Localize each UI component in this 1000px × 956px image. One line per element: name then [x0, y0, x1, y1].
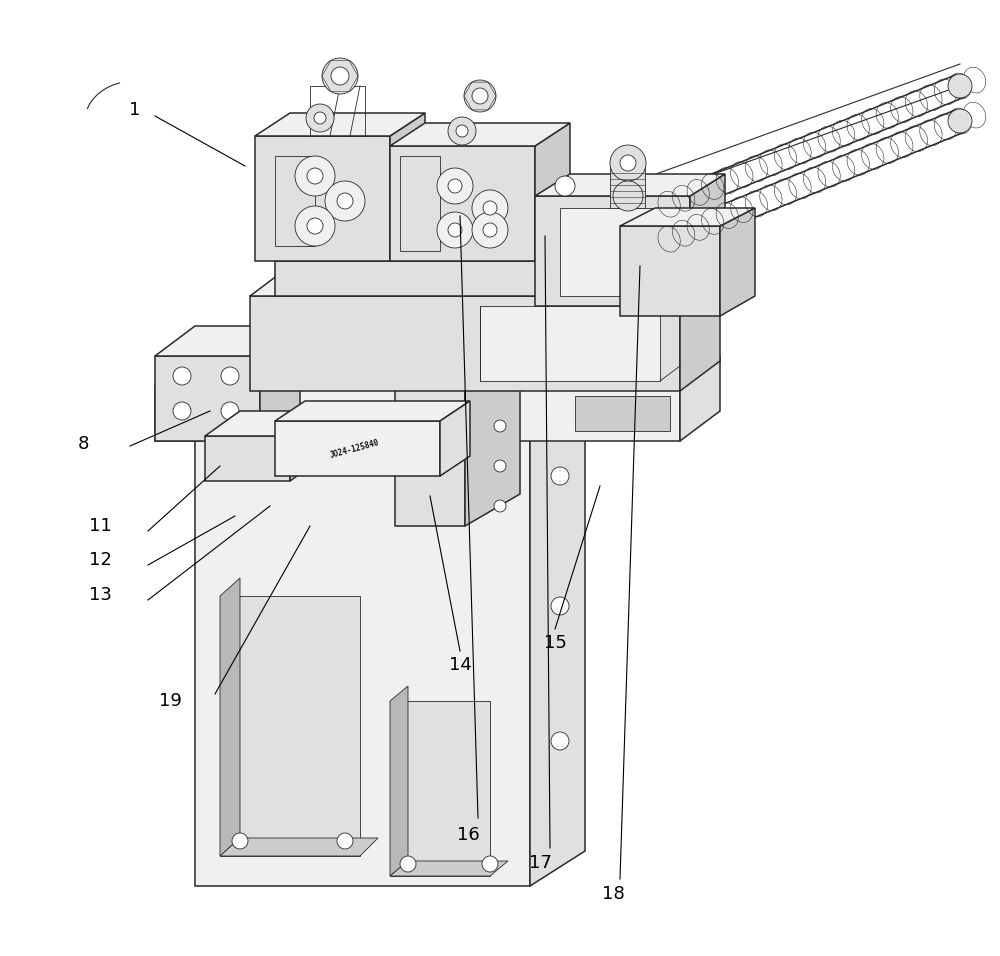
Polygon shape: [260, 326, 300, 441]
Circle shape: [448, 179, 462, 193]
Text: 16: 16: [457, 826, 479, 844]
Circle shape: [613, 181, 643, 211]
Circle shape: [464, 80, 496, 112]
Polygon shape: [480, 306, 660, 381]
Circle shape: [400, 856, 416, 872]
Circle shape: [483, 223, 497, 237]
Polygon shape: [680, 356, 720, 441]
Polygon shape: [390, 686, 408, 876]
Circle shape: [221, 367, 239, 385]
Polygon shape: [155, 326, 300, 356]
Circle shape: [472, 190, 508, 226]
Polygon shape: [255, 136, 390, 261]
Polygon shape: [195, 426, 530, 886]
Circle shape: [494, 500, 506, 512]
Polygon shape: [465, 356, 520, 526]
Text: JO24-125840: JO24-125840: [329, 438, 381, 460]
Circle shape: [337, 193, 353, 209]
Circle shape: [448, 223, 462, 237]
Circle shape: [337, 833, 353, 849]
Polygon shape: [680, 236, 718, 296]
Circle shape: [437, 212, 473, 248]
Circle shape: [173, 402, 191, 420]
Text: 13: 13: [89, 586, 111, 604]
Circle shape: [295, 156, 335, 196]
Polygon shape: [530, 391, 585, 886]
Polygon shape: [155, 356, 260, 441]
Circle shape: [472, 88, 488, 104]
Polygon shape: [390, 146, 535, 261]
Circle shape: [551, 597, 569, 615]
Polygon shape: [720, 208, 755, 316]
Polygon shape: [535, 196, 690, 306]
Polygon shape: [275, 236, 718, 261]
Circle shape: [221, 402, 239, 420]
Text: 15: 15: [544, 634, 566, 652]
Circle shape: [437, 168, 473, 204]
Polygon shape: [195, 391, 585, 426]
Text: 14: 14: [449, 656, 471, 674]
Circle shape: [494, 420, 506, 432]
Polygon shape: [220, 838, 378, 856]
Polygon shape: [205, 411, 325, 436]
Text: 12: 12: [89, 551, 111, 569]
Polygon shape: [610, 166, 645, 208]
Polygon shape: [250, 266, 720, 296]
Polygon shape: [390, 701, 490, 876]
Polygon shape: [275, 421, 440, 476]
Circle shape: [306, 104, 334, 132]
Polygon shape: [155, 386, 680, 441]
Circle shape: [620, 155, 636, 171]
Circle shape: [551, 732, 569, 750]
Polygon shape: [290, 411, 325, 481]
Polygon shape: [205, 436, 290, 481]
Polygon shape: [255, 113, 425, 136]
Circle shape: [322, 58, 358, 94]
Circle shape: [325, 181, 365, 221]
Circle shape: [555, 176, 575, 196]
Polygon shape: [690, 174, 725, 306]
Circle shape: [948, 74, 972, 98]
Polygon shape: [275, 401, 470, 421]
Polygon shape: [155, 356, 720, 386]
Polygon shape: [575, 396, 670, 431]
Polygon shape: [275, 261, 680, 296]
Circle shape: [494, 460, 506, 472]
Polygon shape: [620, 226, 720, 316]
Polygon shape: [220, 578, 240, 856]
Text: 1: 1: [129, 101, 141, 119]
Polygon shape: [680, 266, 720, 391]
Text: 8: 8: [77, 435, 89, 453]
Circle shape: [331, 67, 349, 85]
Polygon shape: [560, 208, 680, 296]
Polygon shape: [250, 296, 680, 391]
Polygon shape: [220, 596, 360, 856]
Polygon shape: [390, 861, 508, 876]
Polygon shape: [390, 123, 570, 146]
Text: 11: 11: [89, 517, 111, 535]
Circle shape: [456, 125, 468, 137]
Circle shape: [483, 201, 497, 215]
Circle shape: [610, 145, 646, 181]
Circle shape: [314, 112, 326, 124]
Circle shape: [948, 109, 972, 133]
Circle shape: [295, 206, 335, 246]
Polygon shape: [535, 174, 725, 196]
Circle shape: [448, 117, 476, 145]
Circle shape: [232, 833, 248, 849]
Text: 17: 17: [529, 854, 551, 872]
Circle shape: [482, 856, 498, 872]
Circle shape: [551, 467, 569, 485]
Text: 18: 18: [602, 885, 624, 903]
Polygon shape: [535, 123, 570, 261]
Polygon shape: [395, 386, 465, 526]
Circle shape: [307, 218, 323, 234]
Polygon shape: [620, 208, 755, 226]
Text: 19: 19: [159, 692, 181, 710]
Circle shape: [307, 168, 323, 184]
Circle shape: [173, 367, 191, 385]
Polygon shape: [390, 113, 425, 261]
Circle shape: [472, 212, 508, 248]
Polygon shape: [440, 401, 470, 476]
